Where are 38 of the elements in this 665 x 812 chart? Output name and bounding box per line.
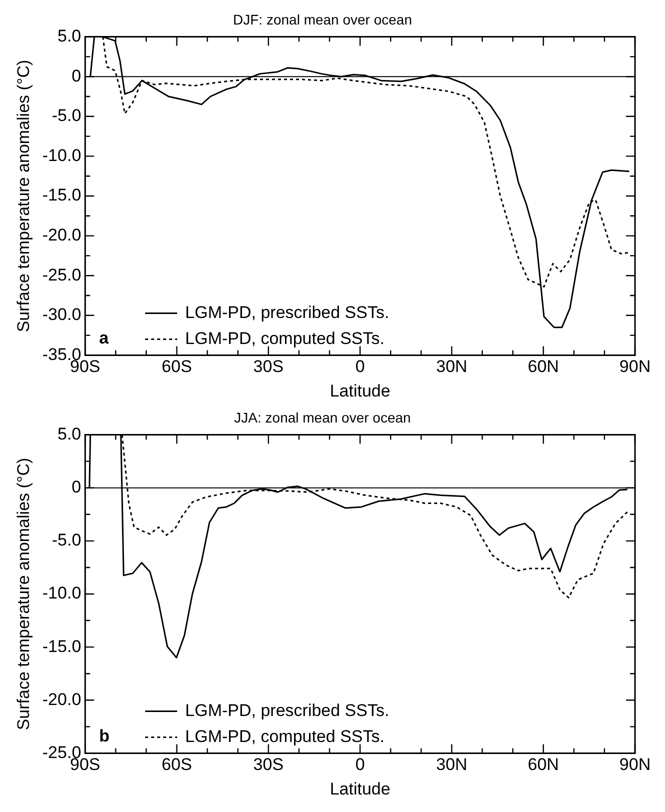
y-tick-label: -30.0 bbox=[42, 305, 82, 324]
y-tick-label: 5.0 bbox=[58, 26, 82, 46]
y-tick-label: -15.0 bbox=[42, 186, 82, 205]
x-tick-label: 90N bbox=[619, 357, 651, 376]
y-tick-label: -25.0 bbox=[42, 265, 82, 284]
x-tick-label: 60N bbox=[528, 357, 559, 376]
annotation: a bbox=[99, 328, 110, 348]
chart-title: JJA: zonal mean over ocean bbox=[234, 409, 411, 426]
y-tick-label: -5.0 bbox=[52, 530, 82, 550]
x-tick-label: 0 bbox=[355, 755, 365, 774]
annotation: b bbox=[99, 726, 110, 746]
chart-title: DJF: zonal mean over ocean bbox=[233, 11, 412, 28]
x-tick-label: 60N bbox=[528, 755, 559, 774]
y-axis-title: Surface temperature anomalies (°C) bbox=[14, 458, 33, 730]
x-tick-label: 30S bbox=[253, 357, 284, 376]
y-tick-label: -10.0 bbox=[42, 584, 82, 603]
legend-label: LGM-PD, computed SSTs. bbox=[185, 726, 384, 746]
x-tick-label: 60S bbox=[162, 357, 192, 376]
x-axis-title: Latitude bbox=[330, 381, 390, 400]
x-axis-title: Latitude bbox=[330, 779, 390, 798]
legend-label: LGM-PD, prescribed SSTs. bbox=[185, 700, 390, 720]
x-tick-label: 0 bbox=[355, 357, 365, 376]
y-tick-label: -15.0 bbox=[42, 636, 82, 656]
x-tick-label: 60S bbox=[162, 755, 192, 774]
x-tick-label: 30N bbox=[436, 357, 468, 376]
x-tick-label: 30N bbox=[436, 755, 468, 774]
y-tick-label: -5.0 bbox=[52, 106, 82, 126]
legend-label: LGM-PD, computed SSTs. bbox=[185, 328, 384, 348]
y-tick-label: 5.0 bbox=[58, 424, 82, 444]
y-tick-label: -20.0 bbox=[42, 690, 82, 709]
y-tick-label: 0 bbox=[72, 66, 82, 86]
y-axis-title: Surface temperature anomalies (°C) bbox=[14, 60, 33, 332]
x-tick-label: 30S bbox=[253, 755, 284, 774]
y-tick-label: -20.0 bbox=[42, 225, 82, 244]
y-tick-label: 0 bbox=[72, 478, 82, 497]
legend-label: LGM-PD, prescribed SSTs. bbox=[185, 302, 390, 322]
y-tick-label: -10.0 bbox=[42, 146, 82, 165]
x-tick-label: 90N bbox=[619, 755, 651, 774]
